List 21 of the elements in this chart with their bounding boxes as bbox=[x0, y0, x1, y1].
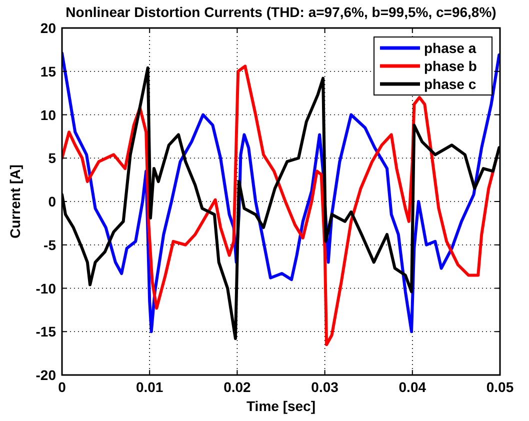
legend-label: phase a bbox=[424, 40, 476, 56]
y-tick-label: -5 bbox=[44, 236, 56, 253]
y-tick-label: 5 bbox=[48, 150, 56, 166]
y-tick-label: -15 bbox=[36, 324, 56, 340]
y-tick-label: -10 bbox=[36, 280, 56, 296]
y-tick-label: 10 bbox=[40, 106, 56, 123]
x-tick-label: 0.05 bbox=[486, 379, 514, 395]
chart-title: Nonlinear Distortion Currents (THD: a=97,6%, b=99,5%, c=96,8%) bbox=[66, 4, 496, 20]
x-axis-title: Time [sec] bbox=[246, 398, 316, 414]
y-tick-label: 20 bbox=[40, 20, 56, 36]
y-tick-label: 0 bbox=[48, 194, 56, 210]
legend-label: phase b bbox=[424, 58, 477, 74]
y-axis-title: Current [A] bbox=[7, 164, 23, 238]
x-tick-label: 0.02 bbox=[224, 379, 252, 395]
y-tick-label: 15 bbox=[40, 63, 56, 80]
legend-label: phase c bbox=[424, 76, 476, 92]
y-tick-label: -20 bbox=[36, 367, 56, 383]
x-tick-label: 0.03 bbox=[311, 379, 339, 395]
x-tick-label: 0 bbox=[58, 379, 66, 395]
x-tick-label: 0.04 bbox=[398, 379, 426, 395]
x-tick-label: 0.01 bbox=[136, 379, 164, 395]
